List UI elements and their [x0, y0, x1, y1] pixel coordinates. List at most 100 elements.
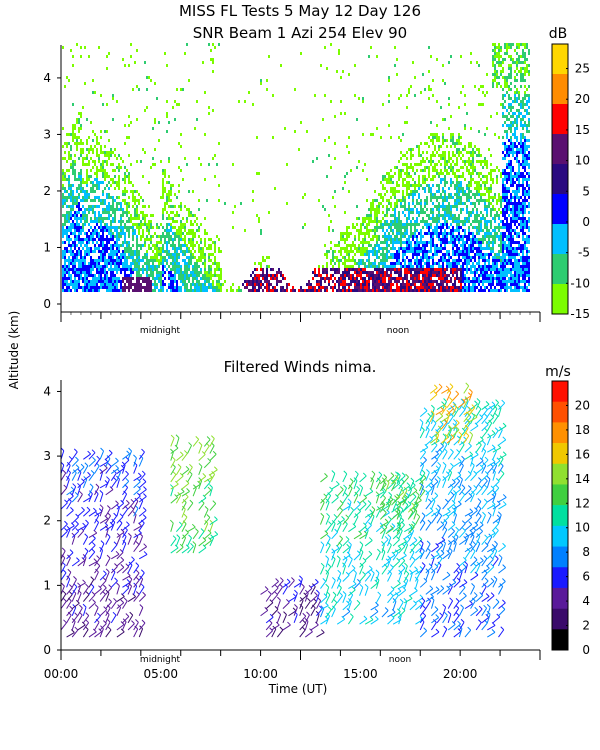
- snr-cell: [468, 226, 470, 229]
- snr-cell: [504, 208, 506, 211]
- snr-cell: [390, 187, 392, 190]
- snr-cell: [108, 286, 110, 289]
- snr-cell: [452, 289, 454, 292]
- snr-cell: [68, 289, 70, 292]
- snr-cell: [472, 265, 474, 268]
- snr-cell: [372, 271, 374, 274]
- snr-cell: [486, 280, 488, 283]
- snr-cell: [414, 94, 416, 97]
- snr-cell: [92, 208, 94, 211]
- snr-cell: [500, 244, 502, 247]
- snr-cell: [170, 283, 172, 286]
- snr-cell: [420, 184, 422, 187]
- snr-cell: [392, 241, 394, 244]
- snr-cell: [330, 262, 332, 265]
- snr-cell: [506, 211, 508, 214]
- snr-cell: [100, 256, 102, 259]
- snr-cell: [408, 259, 410, 262]
- snr-cell: [322, 277, 324, 280]
- snr-cell: [380, 253, 382, 256]
- snr-cell: [174, 265, 176, 268]
- snr-cell: [414, 232, 416, 235]
- snr-cell: [188, 190, 190, 193]
- snr-cell: [74, 247, 76, 250]
- snr-cell: [402, 259, 404, 262]
- snr-cell: [120, 202, 122, 205]
- snr-cell: [420, 265, 422, 268]
- snr-cell: [416, 211, 418, 214]
- snr-cell: [82, 286, 84, 289]
- snr-cell: [450, 115, 452, 118]
- snr-cell: [92, 190, 94, 193]
- snr-cell: [464, 124, 466, 127]
- snr-cell: [500, 49, 502, 52]
- snr-cell: [70, 190, 72, 193]
- snr-cell: [414, 241, 416, 244]
- snr-cell: [508, 46, 510, 49]
- snr-cell: [138, 223, 140, 226]
- snr-cell: [86, 178, 88, 181]
- snr-cell: [154, 148, 156, 151]
- snr-cell: [128, 154, 130, 157]
- snr-cell: [334, 262, 336, 265]
- snr-cell: [176, 214, 178, 217]
- snr-cell: [62, 175, 64, 178]
- snr-cell: [462, 208, 464, 211]
- snr-cell: [470, 184, 472, 187]
- snr-cell: [208, 277, 210, 280]
- snr-cell: [336, 289, 338, 292]
- snr-cell: [508, 106, 510, 109]
- snr-cell: [406, 241, 408, 244]
- snr-cell: [70, 250, 72, 253]
- snr-cell: [480, 244, 482, 247]
- snr-cell: [128, 289, 130, 292]
- snr-cell: [504, 217, 506, 220]
- snr-cell: [168, 265, 170, 268]
- snr-cell: [438, 235, 440, 238]
- snr-cell: [72, 202, 74, 205]
- snr-cell: [84, 274, 86, 277]
- snr-cell: [508, 151, 510, 154]
- snr-cell: [446, 280, 448, 283]
- snr-cell: [162, 262, 164, 265]
- snr-cell: [440, 238, 442, 241]
- snr-cell: [80, 184, 82, 187]
- snr-cell: [172, 286, 174, 289]
- snr-cell: [400, 262, 402, 265]
- snr-cell: [456, 223, 458, 226]
- snr-cell: [458, 106, 460, 109]
- snr-cell: [124, 289, 126, 292]
- snr-cell: [378, 289, 380, 292]
- snr-cell: [398, 178, 400, 181]
- snr-cell: [410, 265, 412, 268]
- snr-cell: [404, 241, 406, 244]
- snr-cell: [178, 277, 180, 280]
- snr-cell: [410, 211, 412, 214]
- snr-cell: [320, 277, 322, 280]
- snr-cell: [164, 235, 166, 238]
- snr-cell: [508, 85, 510, 88]
- snr-cell: [436, 169, 438, 172]
- snr-cell: [504, 271, 506, 274]
- snr-cell: [110, 223, 112, 226]
- snr-cell: [338, 241, 340, 244]
- snr-cell: [320, 283, 322, 286]
- snr-cell: [288, 283, 290, 286]
- snr-cell: [402, 184, 404, 187]
- snr-cell: [162, 217, 164, 220]
- snr-cell: [360, 289, 362, 292]
- snr-cell: [106, 130, 108, 133]
- snr-cell: [86, 157, 88, 160]
- snr-cell: [438, 217, 440, 220]
- snr-cell: [154, 232, 156, 235]
- snr-cell: [204, 232, 206, 235]
- snr-cell: [158, 277, 160, 280]
- snr-cell: [406, 166, 408, 169]
- snr-cell: [346, 274, 348, 277]
- snr-cell: [364, 265, 366, 268]
- snr-cell: [508, 277, 510, 280]
- snr-cell: [378, 211, 380, 214]
- snr-cell: [452, 166, 454, 169]
- snr-cell: [114, 175, 116, 178]
- snr-cell: [306, 130, 308, 133]
